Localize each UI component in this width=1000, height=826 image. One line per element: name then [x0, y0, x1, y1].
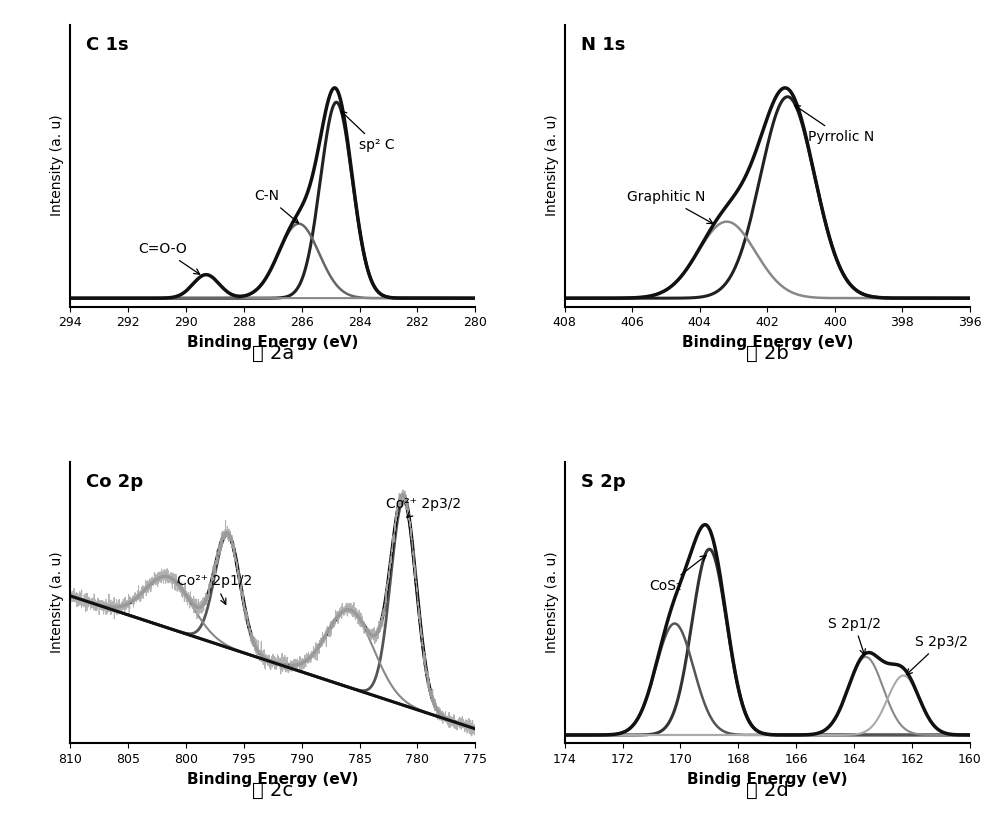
Text: S 2p: S 2p	[581, 472, 625, 491]
Text: Graphitic N: Graphitic N	[627, 191, 713, 224]
Text: S 2p1/2: S 2p1/2	[828, 616, 881, 655]
Text: C 1s: C 1s	[86, 36, 129, 54]
X-axis label: Binding Energy (eV): Binding Energy (eV)	[187, 335, 358, 350]
Y-axis label: Intensity (a. u): Intensity (a. u)	[50, 115, 64, 216]
Y-axis label: Intensity (a. u): Intensity (a. u)	[545, 115, 559, 216]
X-axis label: Binding Energy (eV): Binding Energy (eV)	[682, 335, 853, 350]
Text: S 2p3/2: S 2p3/2	[906, 635, 967, 675]
Text: Co²⁺ 2p3/2: Co²⁺ 2p3/2	[386, 496, 461, 517]
X-axis label: Bindig Energy (eV): Bindig Energy (eV)	[687, 771, 848, 786]
Text: 图 2d: 图 2d	[746, 781, 789, 800]
Text: 图 2a: 图 2a	[252, 344, 294, 363]
Text: C-N: C-N	[254, 189, 298, 223]
Text: 图 2c: 图 2c	[252, 781, 293, 800]
Text: sp² C: sp² C	[341, 111, 395, 152]
Text: 图 2b: 图 2b	[746, 344, 789, 363]
Text: Pyrrolic N: Pyrrolic N	[794, 105, 875, 144]
Text: CoS₂: CoS₂	[650, 555, 706, 593]
Y-axis label: Intensity (a. u): Intensity (a. u)	[545, 552, 559, 653]
Text: Co 2p: Co 2p	[86, 472, 143, 491]
Text: Co²⁺ 2p1/2: Co²⁺ 2p1/2	[177, 575, 252, 605]
Y-axis label: Intensity (a. u): Intensity (a. u)	[50, 552, 64, 653]
Text: N 1s: N 1s	[581, 36, 625, 54]
Text: C=O-O: C=O-O	[138, 242, 200, 274]
X-axis label: Binding Energy (eV): Binding Energy (eV)	[187, 771, 358, 786]
